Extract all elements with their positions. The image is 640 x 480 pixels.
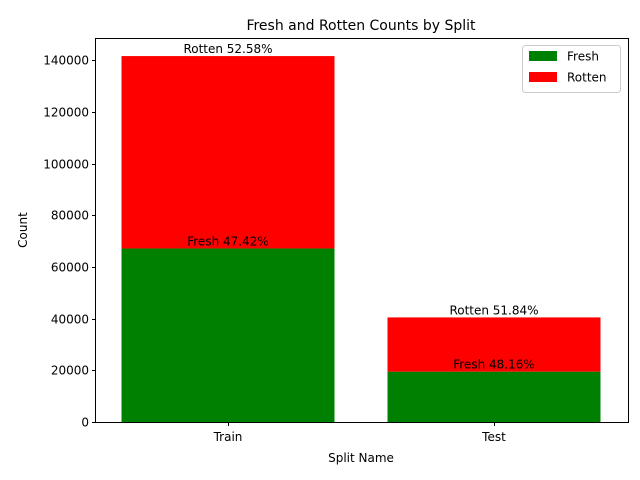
x-tick-label-train: Train (213, 430, 243, 444)
x-tick-label-test: Test (481, 430, 506, 444)
x-axis: Train Test (213, 422, 506, 444)
y-axis-title: Count (16, 212, 30, 248)
legend-swatch-rotten (529, 72, 557, 82)
legend-label-rotten: Rotten (567, 71, 607, 85)
data-labels-group: Fresh 47.42% Rotten 52.58% Fresh 48.16% Rot… (183, 42, 538, 372)
data-label-fresh-test: Fresh 48.16% (453, 358, 535, 372)
legend-label-fresh: Fresh (567, 50, 599, 64)
x-axis-title: Split Name (328, 451, 394, 465)
bar-rotten-test (387, 317, 601, 372)
data-label-fresh-train: Fresh 47.42% (187, 234, 269, 248)
y-tick-label: 100000 (43, 158, 89, 172)
y-tick-label: 0 (81, 416, 89, 430)
y-tick-label: 140000 (43, 54, 89, 68)
y-tick-label: 40000 (51, 313, 89, 327)
bar-rotten-train (121, 56, 335, 249)
y-tick-label: 20000 (51, 364, 89, 378)
y-tick-label: 80000 (51, 209, 89, 223)
plot-frame (95, 38, 629, 423)
y-tick-label: 60000 (51, 261, 89, 275)
data-label-rotten-train: Rotten 52.58% (183, 42, 272, 56)
bars-group (121, 56, 601, 422)
legend: Fresh Rotten (522, 45, 621, 93)
legend-swatch-fresh (529, 51, 557, 61)
bar-fresh-train (121, 248, 335, 422)
data-label-rotten-test: Rotten 51.84% (449, 303, 538, 317)
bar-fresh-test (387, 371, 601, 422)
chart-title: Fresh and Rotten Counts by Split (246, 18, 476, 34)
y-tick-label: 120000 (43, 106, 89, 120)
y-axis: 0 20000 40000 60000 80000 100000 120000 140000 (43, 54, 96, 430)
